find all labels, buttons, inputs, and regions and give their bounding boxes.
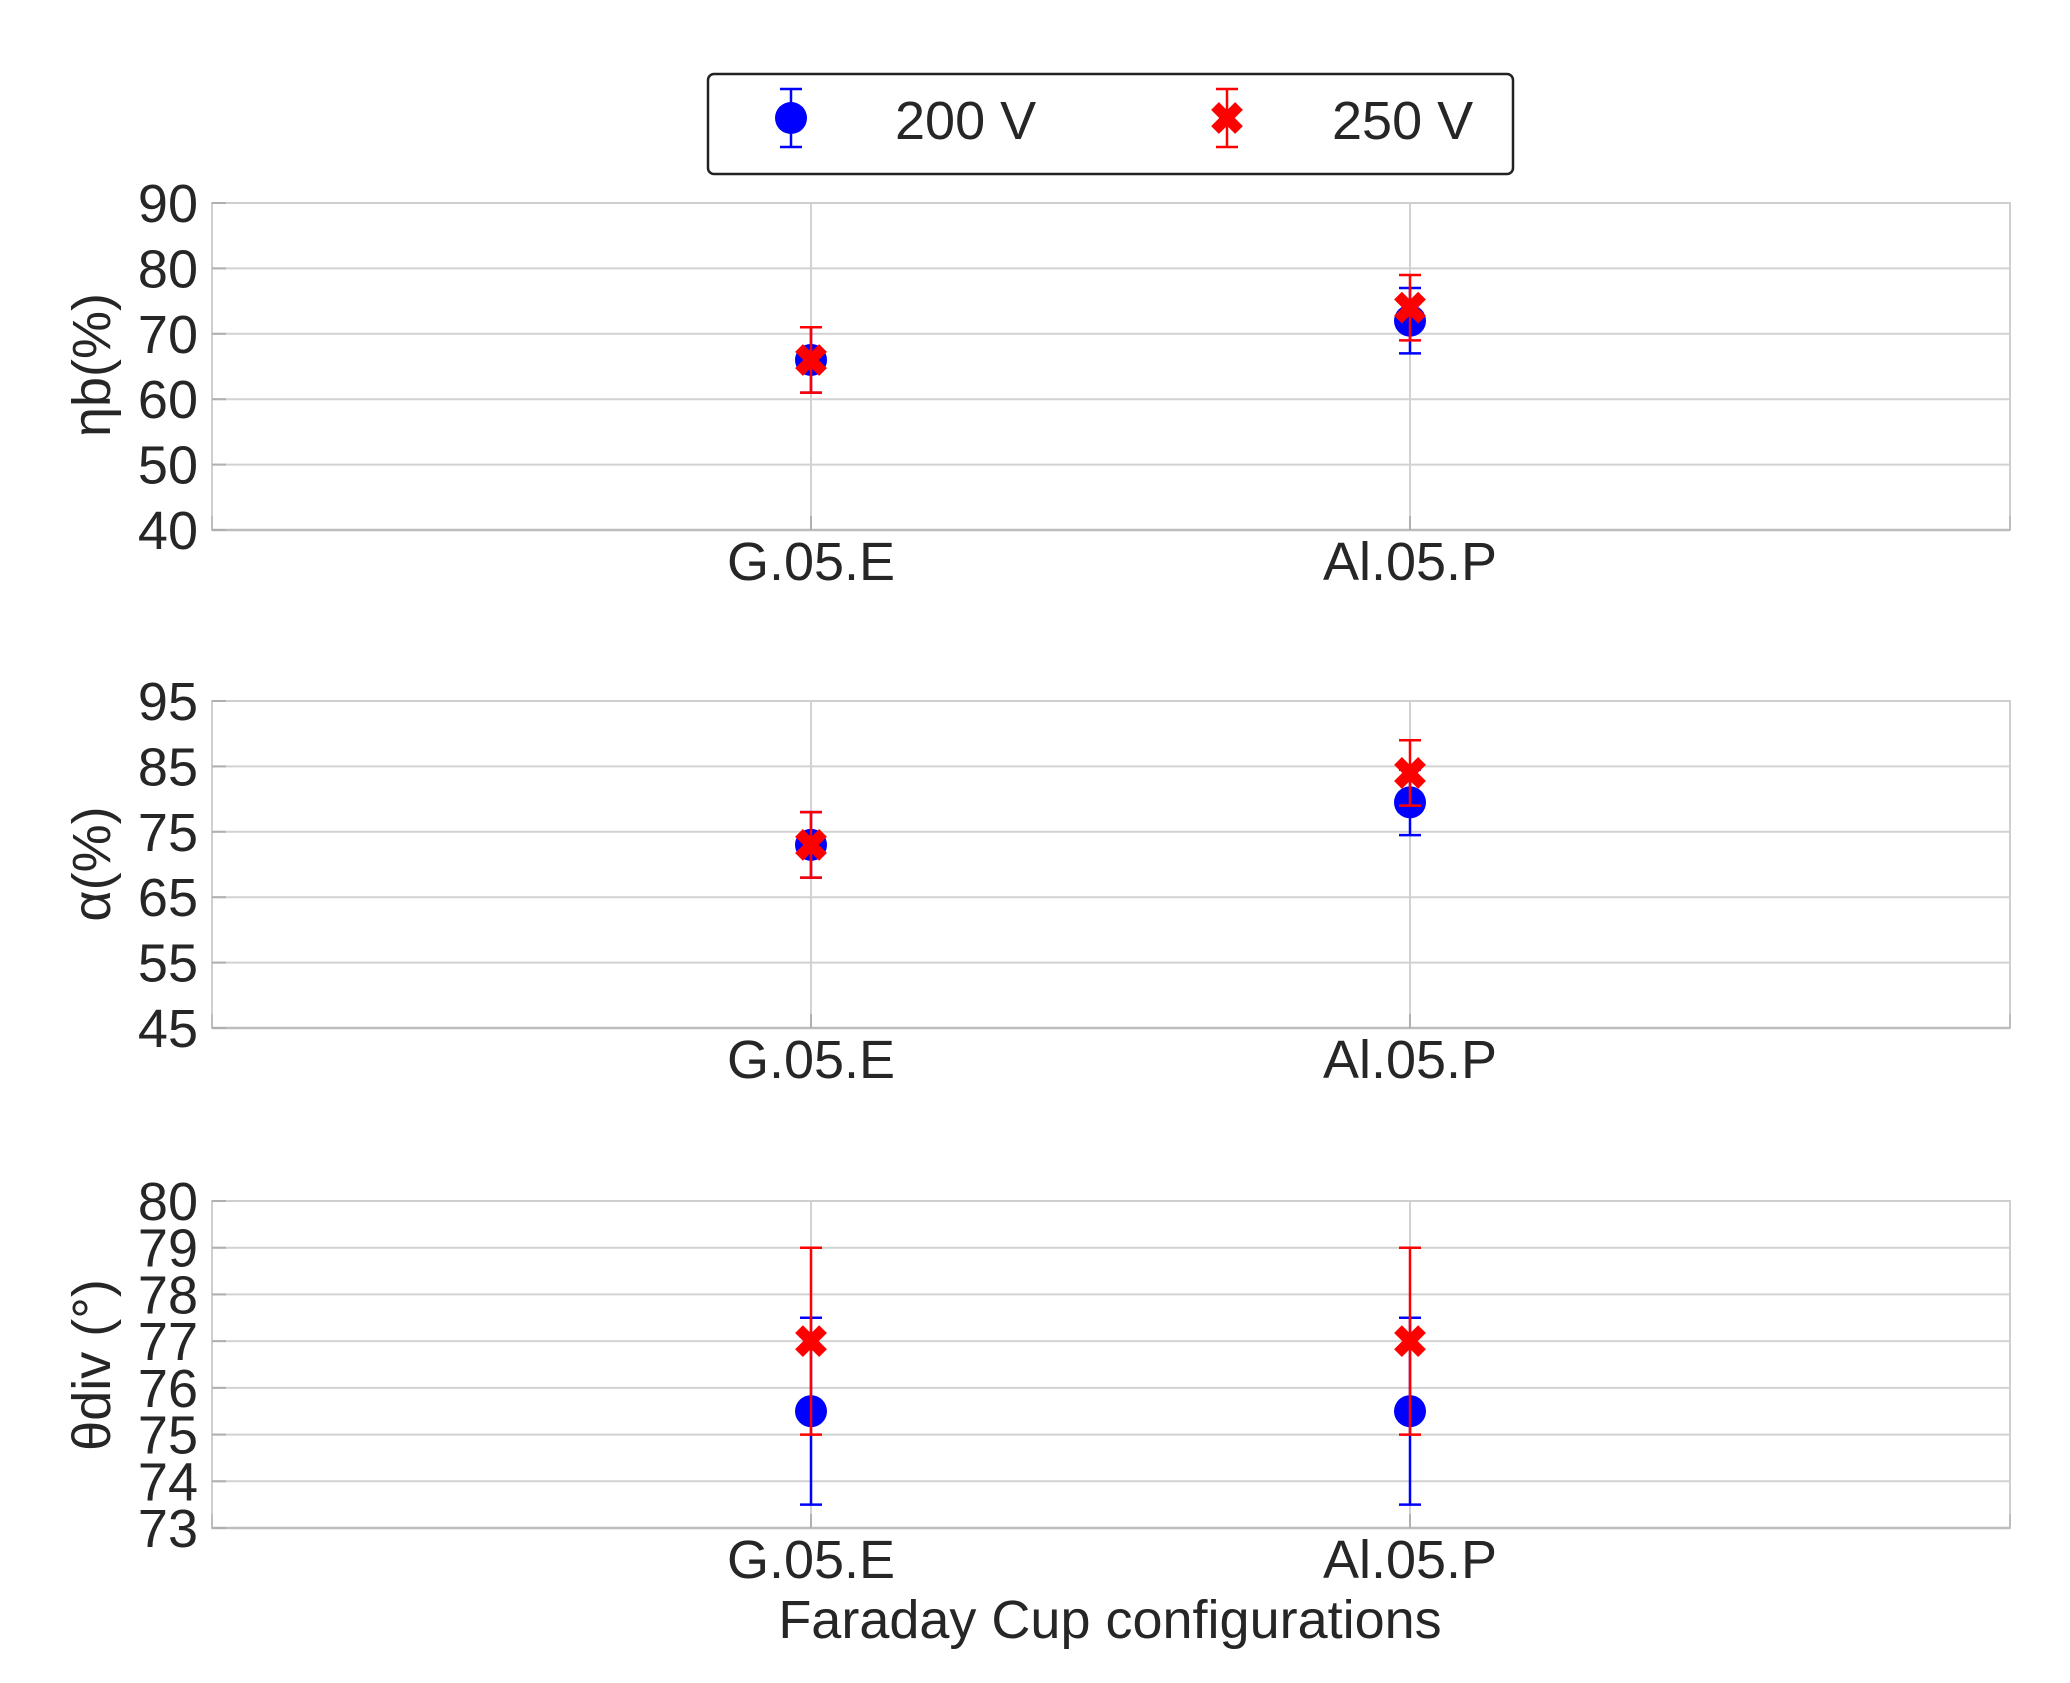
point-250v xyxy=(795,828,827,861)
point-250v xyxy=(1394,291,1426,324)
panel-divergence-marks xyxy=(795,1246,1426,1506)
ytick-label: 80 xyxy=(138,1172,198,1232)
ytick-label: 74 xyxy=(138,1452,198,1512)
ylabel-efficiency: ηb(%) xyxy=(62,293,122,437)
xtick-label: G.05.E xyxy=(727,532,895,592)
legend-marker-250v xyxy=(1211,102,1243,134)
legend-marker-200v xyxy=(775,102,807,134)
panel-alpha-marks xyxy=(795,738,1426,879)
ytick-label: 40 xyxy=(138,501,198,561)
point-250v xyxy=(795,1325,827,1358)
ylabel-alpha: α(%) xyxy=(62,806,122,921)
xtick-label: G.05.E xyxy=(727,1030,895,1090)
ytick-label: 73 xyxy=(138,1499,198,1559)
ytick-label: 95 xyxy=(138,672,198,732)
ytick-label: 90 xyxy=(138,174,198,234)
panel-alpha-xticks: G.05.E Al.05.P xyxy=(727,1014,1497,1090)
panel-efficiency-marks xyxy=(795,273,1426,394)
ytick-label: 55 xyxy=(138,934,198,994)
ytick-label: 50 xyxy=(138,436,198,496)
ytick-label: 77 xyxy=(138,1312,198,1372)
xlabel: Faraday Cup configurations xyxy=(778,1590,1441,1650)
xtick-label: Al.05.P xyxy=(1323,532,1497,592)
point-250v xyxy=(1394,1325,1426,1358)
ytick-label: 75 xyxy=(138,803,198,863)
ytick-label: 70 xyxy=(138,305,198,365)
legend-label-200v: 200 V xyxy=(895,91,1036,151)
ytick-label: 60 xyxy=(138,370,198,430)
plot-frame xyxy=(211,1200,2011,1529)
legend-frame xyxy=(706,72,1515,176)
xtick-label: G.05.E xyxy=(727,1530,895,1590)
ylabel-divergence: θdiv (°) xyxy=(62,1279,122,1451)
point-250v xyxy=(1394,757,1426,789)
xtick-label: Al.05.P xyxy=(1323,1030,1497,1090)
ytick-label: 79 xyxy=(138,1219,198,1279)
xtick-label: Al.05.P xyxy=(1323,1530,1497,1590)
panel-alpha-grid xyxy=(211,700,2011,1030)
legend: 200 V 250 V xyxy=(706,72,1515,176)
legend-label-250v: 250 V xyxy=(1332,91,1473,151)
ytick-label: 75 xyxy=(138,1406,198,1466)
ytick-label: 45 xyxy=(138,999,198,1059)
ytick-label: 85 xyxy=(138,737,198,797)
plot-frame xyxy=(211,700,2011,1029)
panel-efficiency-grid xyxy=(211,202,2011,532)
ytick-label: 80 xyxy=(138,239,198,299)
ytick-label: 65 xyxy=(138,868,198,928)
point-250v xyxy=(795,344,827,376)
legend-entries xyxy=(775,87,1243,149)
panel-divergence-xticks: G.05.E Al.05.P xyxy=(727,1514,1497,1590)
ytick-label: 78 xyxy=(138,1265,198,1325)
panel-efficiency-xticks: G.05.E Al.05.P xyxy=(727,516,1497,592)
panel-divergence-grid xyxy=(211,1200,2011,1530)
plot-frame xyxy=(211,202,2011,531)
ytick-label: 76 xyxy=(138,1359,198,1419)
